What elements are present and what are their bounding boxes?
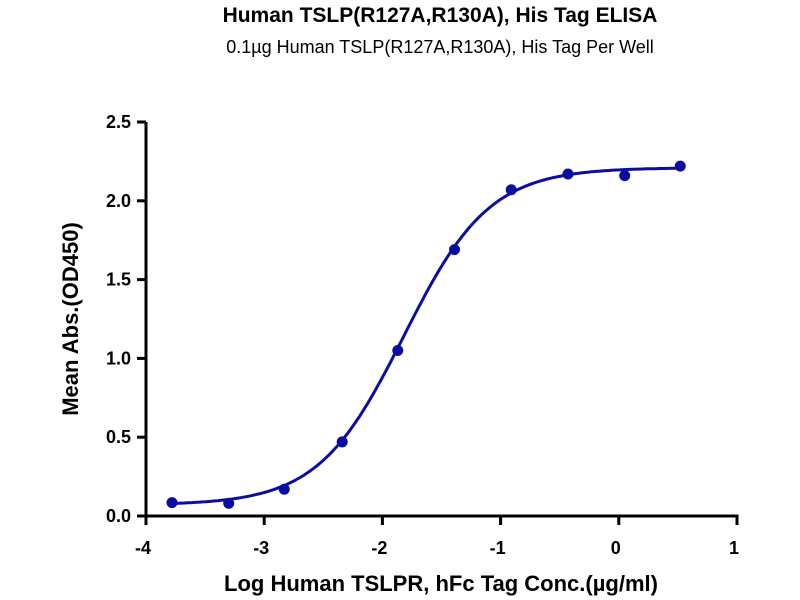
x-tick-label: -4 <box>135 538 151 558</box>
fit-curve <box>171 166 681 505</box>
y-tick-label: 1.5 <box>106 270 131 290</box>
y-axis-label: Mean Abs.(OD450) <box>58 222 83 416</box>
data-point <box>619 170 631 182</box>
x-tick-label: 1 <box>729 538 739 558</box>
y-tick-label: 2.0 <box>106 191 131 211</box>
data-point <box>166 497 178 509</box>
data-point <box>674 160 686 172</box>
data-point <box>336 436 348 448</box>
data-point <box>392 345 404 357</box>
x-tick-label: 0 <box>611 538 621 558</box>
data-point <box>278 483 290 495</box>
data-point <box>505 184 517 196</box>
chart-subtitle: 0.1µg Human TSLP(R127A,R130A), His Tag P… <box>226 37 654 57</box>
data-point <box>449 244 461 256</box>
x-tick-label: -3 <box>253 538 269 558</box>
x-tick-label: -1 <box>490 538 506 558</box>
y-tick-label: 1.0 <box>106 348 131 368</box>
y-tick-label: 0.0 <box>106 506 131 526</box>
y-tick-label: 2.5 <box>106 112 131 132</box>
data-point <box>562 168 574 180</box>
x-axis-label: Log Human TSLPR, hFc Tag Conc.(µg/ml) <box>224 571 658 596</box>
x-tick-label: -2 <box>371 538 387 558</box>
chart-title: Human TSLP(R127A,R130A), His Tag ELISA <box>222 4 658 27</box>
data-point <box>223 497 235 509</box>
y-tick-label: 0.5 <box>106 427 131 447</box>
